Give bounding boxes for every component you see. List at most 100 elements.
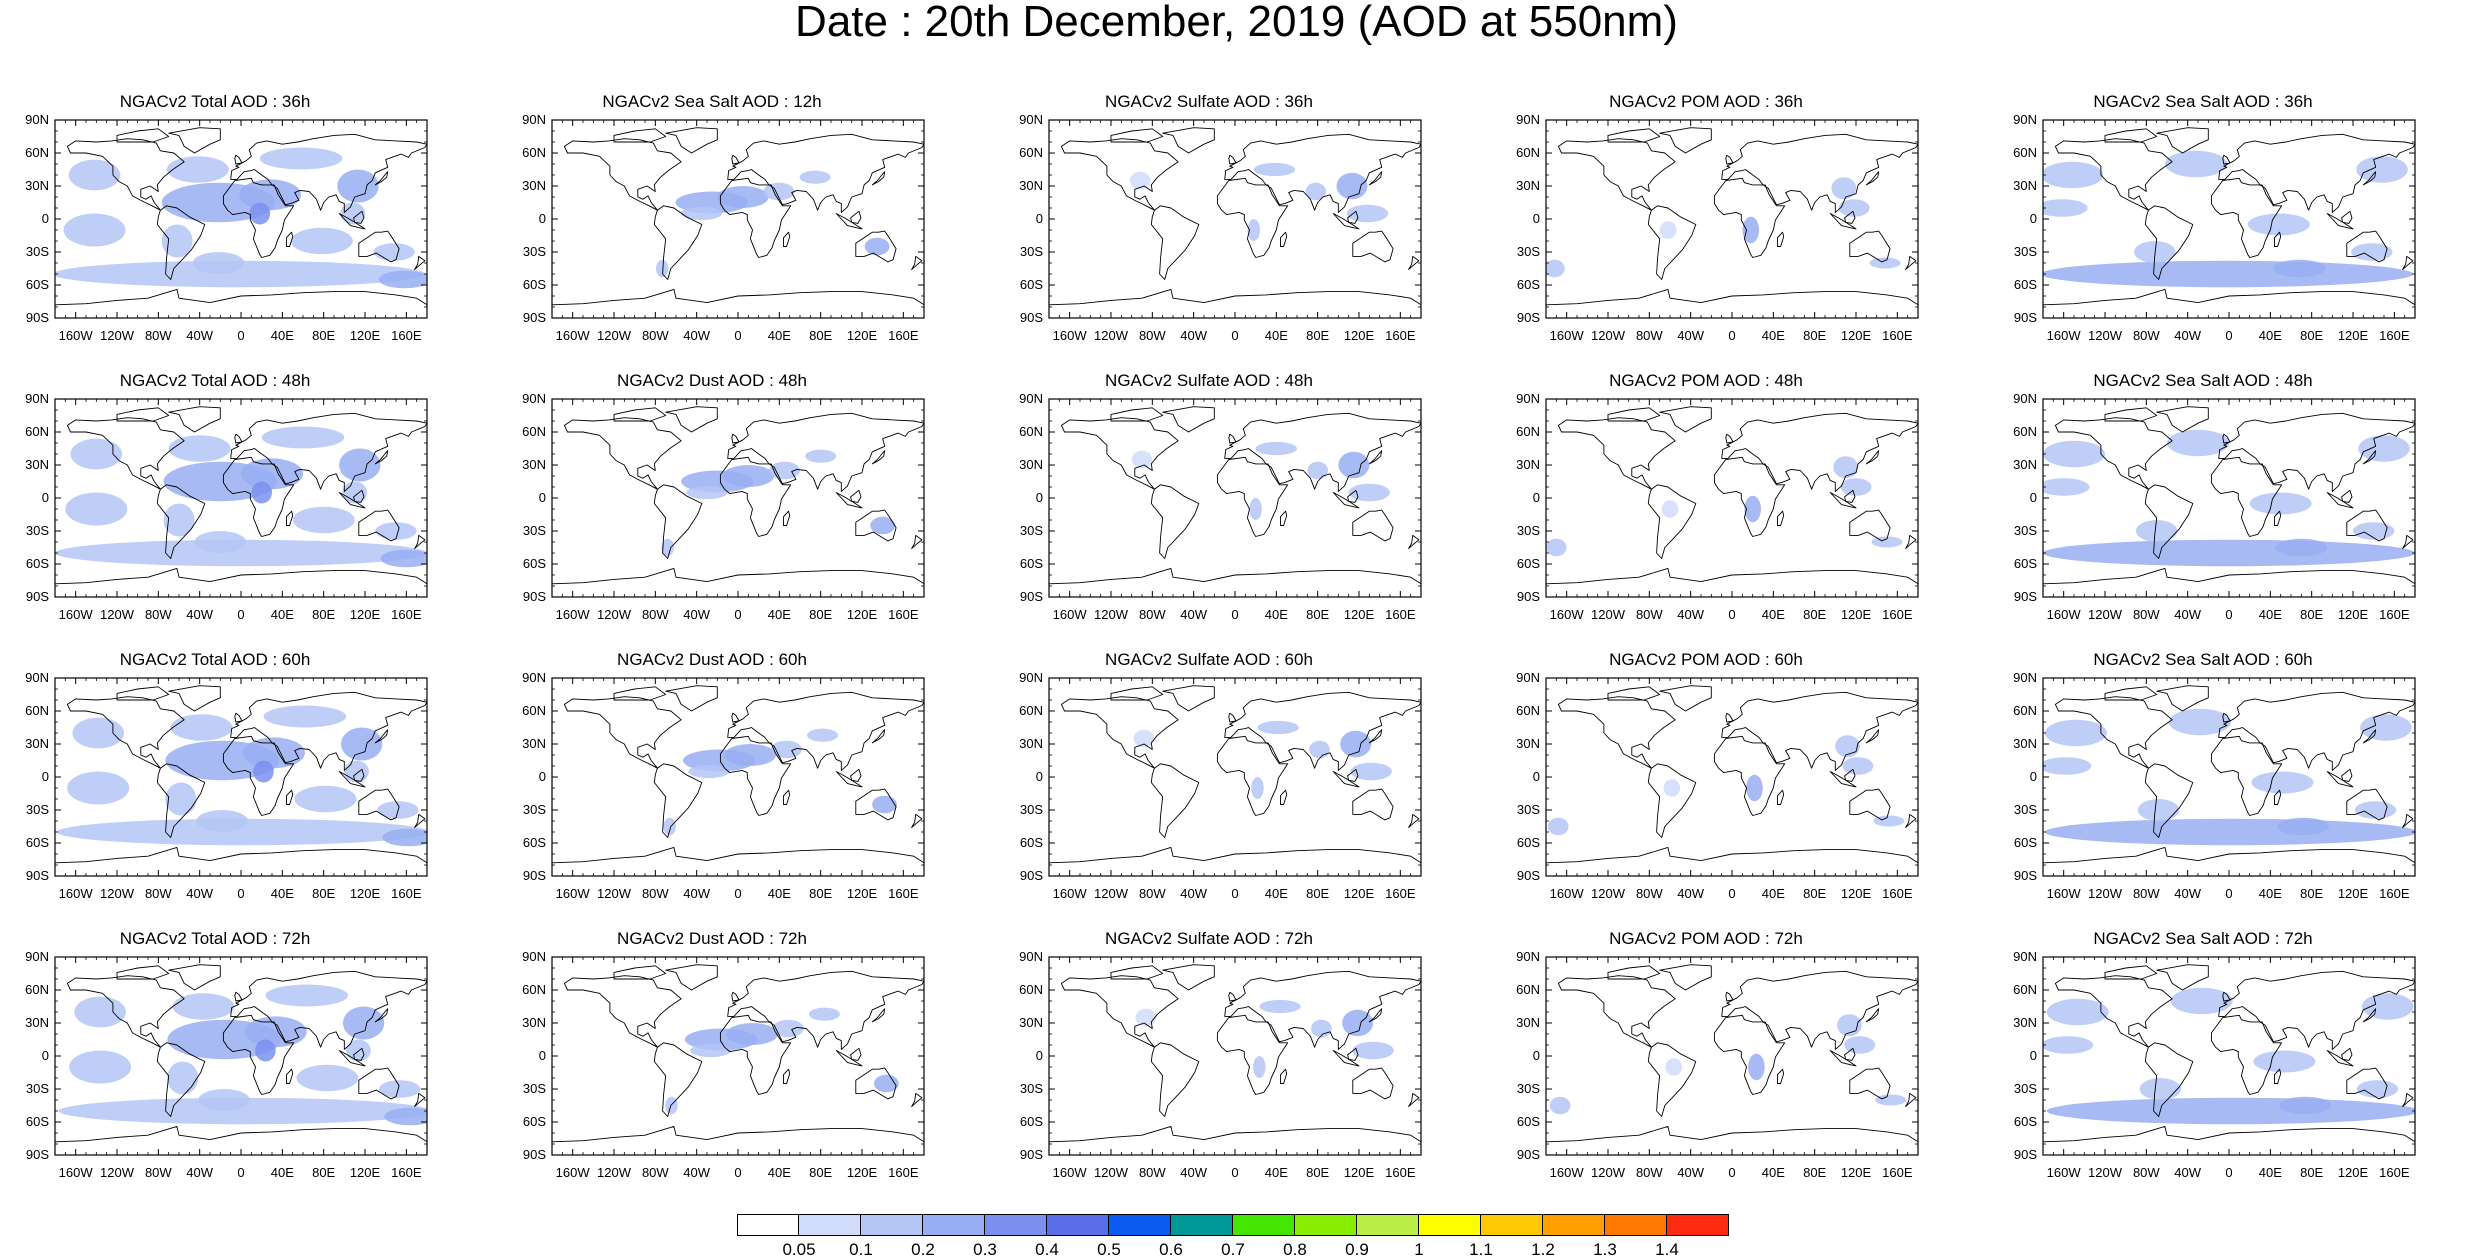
aod-plume bbox=[665, 1096, 678, 1115]
lon-tick-label: 80E bbox=[2300, 1165, 2323, 1180]
lon-tick-label: 0 bbox=[734, 328, 741, 343]
map-panel: NGACv2 Dust AOD : 60h 90N 60N 30N 0 30S 60S 90S… bbox=[497, 650, 927, 905]
aod-plume bbox=[165, 782, 197, 816]
lon-tick-label: 80W bbox=[642, 1165, 669, 1180]
aod-plume bbox=[56, 818, 427, 846]
aod-plume bbox=[1840, 478, 1872, 496]
lon-tick-label: 40W bbox=[683, 1165, 710, 1180]
lon-tick-label: 160E bbox=[888, 1165, 919, 1180]
coastline-indonesia bbox=[338, 213, 366, 230]
lon-tick-label: 40W bbox=[1677, 328, 1704, 343]
colorbar-swatch bbox=[923, 1214, 985, 1236]
lon-tick-label: 40W bbox=[186, 607, 213, 622]
lon-tick-label: 160E bbox=[1882, 1165, 1913, 1180]
lon-tick-label: 160E bbox=[888, 886, 919, 901]
coastline-indonesia bbox=[835, 1050, 863, 1067]
lat-tick-label: 30N bbox=[2013, 1015, 2037, 1030]
lon-tick-label: 120W bbox=[597, 1165, 632, 1180]
lon-tick-label: 80W bbox=[145, 1165, 172, 1180]
colorbar-label: 1.2 bbox=[1531, 1240, 1555, 1259]
lon-tick-label: 120W bbox=[100, 607, 135, 622]
lon-tick-label: 160W bbox=[59, 328, 94, 343]
coastline-antarctica bbox=[552, 288, 924, 318]
coastline-japan bbox=[1368, 729, 1383, 744]
lon-tick-label: 40E bbox=[768, 607, 791, 622]
coastline-japan bbox=[374, 450, 389, 465]
coastline-australia bbox=[358, 788, 400, 821]
aod-plume bbox=[1352, 1041, 1394, 1060]
lat-tick-label: 30S bbox=[2014, 523, 2037, 538]
lat-tick-label: 0 bbox=[1036, 211, 1043, 226]
coastline-australia bbox=[2346, 788, 2388, 821]
aod-plume bbox=[373, 243, 415, 261]
lon-tick-label: 80W bbox=[642, 607, 669, 622]
lon-tick-label: 80E bbox=[809, 886, 832, 901]
coastline-indonesia bbox=[338, 1050, 366, 1067]
lat-tick-label: 0 bbox=[1533, 490, 1540, 505]
lat-tick-label: 60N bbox=[1516, 982, 1540, 997]
aod-plume bbox=[2043, 539, 2415, 567]
map-panel: NGACv2 POM AOD : 72h 90N 60N 30N 0 30S 60S 90S 1… bbox=[1491, 929, 1921, 1184]
map-panel: NGACv2 Sulfate AOD : 72h 90N 60N 30N 0 30S 60S… bbox=[994, 929, 1424, 1184]
lat-tick-label: 90N bbox=[1019, 391, 1043, 406]
coastline-borneo bbox=[2341, 768, 2353, 782]
lat-tick-label: 30S bbox=[2014, 802, 2037, 817]
coastline-japan bbox=[871, 729, 886, 744]
coastline-australia bbox=[2346, 1067, 2388, 1100]
lat-tick-label: 90S bbox=[1517, 589, 1540, 604]
aod-plume bbox=[1255, 441, 1297, 456]
lat-tick-label: 90S bbox=[523, 868, 546, 883]
coastline-british-isles bbox=[1228, 433, 1237, 444]
lon-tick-label: 160W bbox=[1550, 886, 1585, 901]
aod-plume bbox=[67, 771, 130, 805]
coastline-south-america bbox=[2144, 763, 2194, 838]
coastline-indonesia bbox=[2326, 492, 2354, 509]
lon-tick-label: 40E bbox=[271, 328, 294, 343]
coastline-madagascar bbox=[286, 1068, 294, 1084]
colorbar-swatch bbox=[1605, 1214, 1667, 1236]
lon-tick-label: 0 bbox=[1231, 886, 1238, 901]
aod-plume bbox=[2043, 440, 2105, 468]
coastline-japan bbox=[1368, 1008, 1383, 1023]
coastline-greenland bbox=[2156, 406, 2209, 433]
aod-plume bbox=[772, 1019, 804, 1038]
aod-plume bbox=[192, 252, 245, 274]
coastline-greenland bbox=[168, 406, 221, 433]
coastline-madagascar bbox=[1280, 789, 1288, 805]
coastline-eurasia bbox=[1224, 133, 1421, 213]
lon-tick-label: 120W bbox=[100, 1165, 135, 1180]
aod-plume bbox=[2043, 161, 2104, 189]
panel-title: NGACv2 POM AOD : 48h bbox=[1609, 371, 1803, 390]
lon-tick-label: 40W bbox=[2174, 328, 2201, 343]
lon-tick-label: 80W bbox=[1139, 607, 1166, 622]
aod-plume bbox=[167, 1061, 199, 1095]
lon-tick-label: 40W bbox=[1180, 328, 1207, 343]
colorbar-swatch bbox=[1109, 1214, 1171, 1236]
aod-plume bbox=[1253, 1056, 1266, 1078]
aod-plume bbox=[161, 224, 193, 258]
lon-tick-label: 40E bbox=[2259, 607, 2282, 622]
lon-tick-label: 40E bbox=[2259, 1165, 2282, 1180]
lon-tick-label: 80E bbox=[1306, 1165, 1329, 1180]
aod-plume bbox=[1309, 740, 1330, 759]
coastline-british-isles bbox=[1725, 154, 1734, 165]
coastline-eurasia bbox=[2218, 133, 2415, 213]
coastline-greenland bbox=[2156, 127, 2209, 154]
lon-tick-label: 160W bbox=[1550, 328, 1585, 343]
lon-tick-label: 0 bbox=[2225, 328, 2232, 343]
colorbar-swatch bbox=[1543, 1214, 1605, 1236]
lon-tick-label: 120E bbox=[2338, 328, 2369, 343]
lon-tick-label: 0 bbox=[1231, 607, 1238, 622]
coastline-british-isles bbox=[1228, 991, 1237, 1002]
aod-plume bbox=[194, 531, 247, 553]
lat-tick-label: 60S bbox=[1517, 835, 1540, 850]
aod-map: 90N 60N 30N 0 30S 60S 90S 160W 120W 80W 40W 0 40E 80E… bbox=[25, 112, 428, 343]
aod-plume bbox=[688, 764, 730, 779]
aod-map: 90N 60N 30N 0 30S 60S 90S 160W 120W 80W 40W 0 40E 80E… bbox=[1019, 112, 1422, 343]
coastline-greenland bbox=[2156, 685, 2209, 712]
aod-plume bbox=[1311, 1019, 1332, 1038]
lon-tick-label: 160E bbox=[2379, 1165, 2410, 1180]
lat-tick-label: 60N bbox=[2013, 145, 2037, 160]
map-panel: NGACv2 Dust AOD : 48h 90N 60N 30N 0 30S 60S 90S… bbox=[497, 371, 927, 626]
